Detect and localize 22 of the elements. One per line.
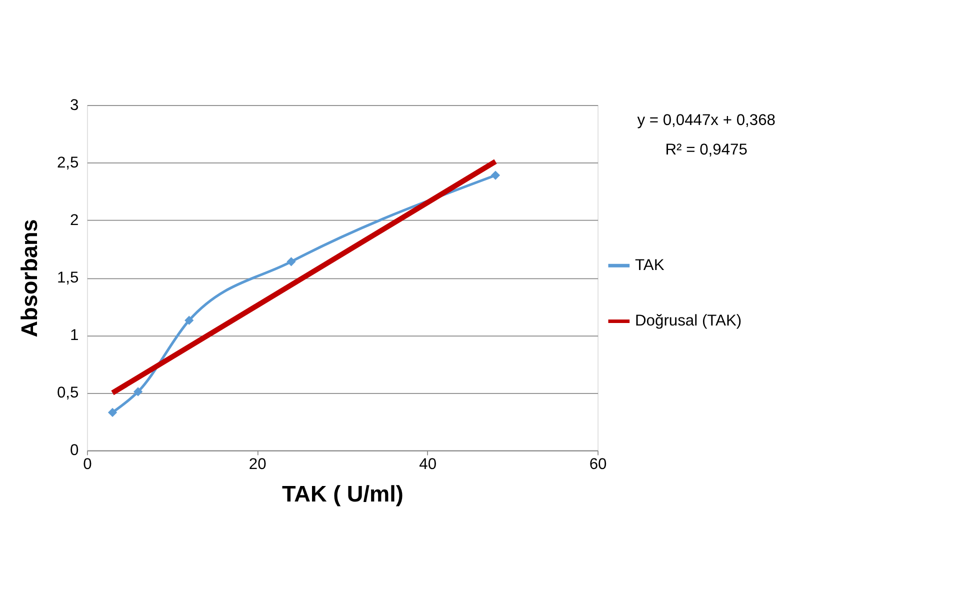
point <box>490 170 500 180</box>
x-axis-title: TAK ( U/ml) <box>282 481 404 506</box>
text: R² = 0,9475 <box>665 142 748 159</box>
y-tick-label: 1 <box>70 327 79 344</box>
x-tick-label: 0 <box>83 456 92 474</box>
x-tick-label: 40 <box>419 456 437 474</box>
y-tick-label: 2,5 <box>56 154 80 172</box>
x-tick-label: 20 <box>248 456 267 474</box>
point <box>108 408 118 418</box>
y-tick-label: 0,5 <box>56 384 80 402</box>
y-axis-title: Absorbans <box>16 219 42 338</box>
point <box>133 387 143 396</box>
point <box>184 316 194 325</box>
text: y = 0,0447x + 0,368 <box>637 112 776 130</box>
legend-label: TAK <box>635 256 665 274</box>
y-tick-label: 1,5 <box>56 270 80 287</box>
y-tick-label: 0 <box>70 442 80 460</box>
legend-label: Doğrusal (TAK) <box>635 312 742 330</box>
y-tick-label: 3 <box>70 96 80 114</box>
point <box>286 257 296 266</box>
x-tick-label: 60 <box>589 456 608 474</box>
y-tick-label: 2 <box>70 212 79 229</box>
